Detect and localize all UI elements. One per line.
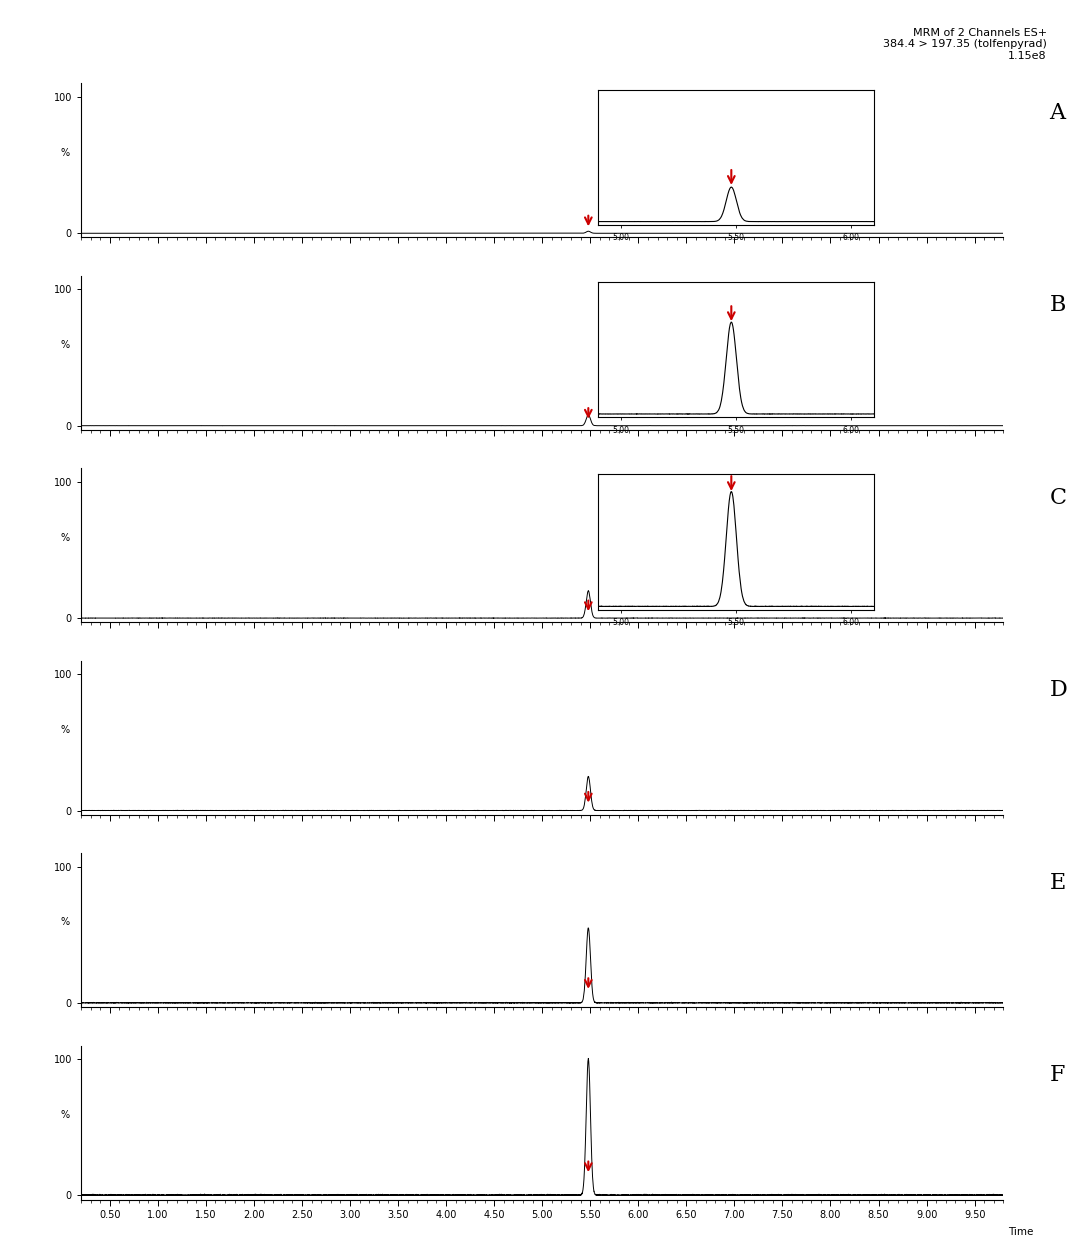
Text: %: % xyxy=(60,1109,70,1119)
Text: B: B xyxy=(1050,295,1066,316)
Text: Time: Time xyxy=(1008,1227,1034,1237)
Text: A: A xyxy=(1050,102,1066,124)
Text: %: % xyxy=(60,148,70,158)
Text: %: % xyxy=(60,917,70,927)
Text: %: % xyxy=(60,532,70,542)
Text: C: C xyxy=(1050,487,1067,508)
Text: D: D xyxy=(1050,679,1067,702)
Text: %: % xyxy=(60,340,70,350)
Text: E: E xyxy=(1050,872,1066,894)
Text: MRM of 2 Channels ES+
384.4 > 197.35 (tolfenpyrad)
1.15e8: MRM of 2 Channels ES+ 384.4 > 197.35 (to… xyxy=(883,28,1047,60)
Text: %: % xyxy=(60,725,70,735)
Text: F: F xyxy=(1050,1064,1065,1086)
